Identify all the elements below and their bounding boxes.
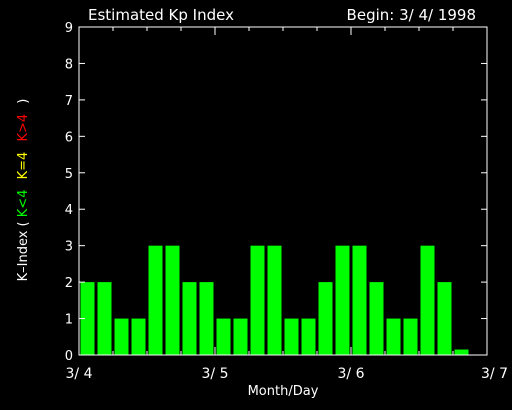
y-axis-label-prefix: K–Index ( [16, 221, 31, 281]
x-tick-label: 3/ 7 [481, 366, 508, 382]
y-tick-label: 1 [65, 313, 73, 328]
y-axis-label-low: K<4 [16, 190, 31, 218]
y-tick-label: 8 [65, 57, 73, 72]
bar [301, 318, 316, 355]
bar [369, 282, 384, 355]
bar [97, 282, 112, 355]
y-axis-label: K–Index ( K<4 K=4 K>4 ) [16, 99, 31, 282]
bar [233, 318, 248, 355]
y-axis: 0 1 2 3 4 5 6 7 8 9 [65, 21, 487, 364]
bar [182, 282, 197, 355]
x-tick-label: 3/ 4 [66, 366, 93, 382]
bars-group [80, 245, 469, 355]
y-tick-label: 6 [65, 130, 73, 145]
bar [318, 282, 333, 355]
x-axis-label: Month/Day [248, 384, 319, 399]
y-axis-label-mid: K=4 [16, 152, 31, 180]
chart-title: Estimated Kp Index [88, 6, 234, 24]
bar [420, 245, 435, 355]
bar [114, 318, 129, 355]
bar [80, 282, 95, 355]
bar [403, 318, 418, 355]
bar [437, 282, 452, 355]
bar [250, 245, 265, 355]
y-tick-label: 4 [65, 203, 73, 218]
bar [199, 282, 214, 355]
bar [284, 318, 299, 355]
y-axis-label-suffix: ) [16, 99, 31, 104]
bar [148, 245, 163, 355]
y-tick-label: 7 [65, 94, 73, 109]
bar [386, 318, 401, 355]
x-axis: 3/ 4 3/ 5 3/ 6 3/ 7 [66, 27, 508, 382]
y-tick-label: 0 [65, 349, 73, 364]
y-tick-label: 3 [65, 240, 73, 255]
begin-date-label: Begin: 3/ 4/ 1998 [347, 6, 476, 24]
bar [216, 318, 231, 355]
y-tick-label: 9 [65, 21, 73, 36]
y-tick-label: 2 [65, 276, 73, 291]
x-tick-label: 3/ 5 [202, 366, 229, 382]
bar [131, 318, 146, 355]
bar [352, 245, 367, 355]
x-tick-label: 3/ 6 [338, 366, 365, 382]
y-axis-label-high: K>4 [16, 114, 31, 142]
bar [454, 349, 469, 355]
bar [165, 245, 180, 355]
bar [267, 245, 282, 355]
bar [335, 245, 350, 355]
y-tick-label: 5 [65, 167, 73, 182]
